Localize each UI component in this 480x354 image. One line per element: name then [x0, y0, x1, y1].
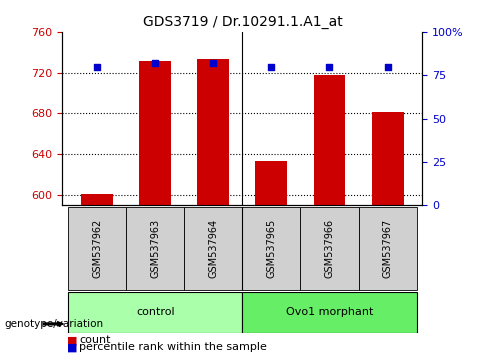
Bar — [68, 207, 126, 290]
Text: GSM537966: GSM537966 — [324, 219, 335, 278]
Text: count: count — [79, 335, 111, 345]
Bar — [68, 292, 242, 333]
Point — [152, 60, 159, 66]
Text: genotype/variation: genotype/variation — [5, 319, 104, 329]
Text: GSM537967: GSM537967 — [383, 219, 393, 278]
Point — [94, 64, 101, 69]
Text: ■: ■ — [67, 335, 78, 345]
Bar — [197, 59, 229, 205]
Bar — [81, 194, 113, 205]
Bar — [242, 207, 300, 290]
Bar — [184, 207, 242, 290]
Title: GDS3719 / Dr.10291.1.A1_at: GDS3719 / Dr.10291.1.A1_at — [143, 16, 342, 29]
Bar — [359, 207, 417, 290]
Text: GSM537963: GSM537963 — [150, 219, 160, 278]
Bar — [242, 292, 417, 333]
Bar — [313, 75, 346, 205]
Text: ■: ■ — [67, 342, 78, 352]
Bar — [255, 161, 288, 205]
Point — [325, 64, 333, 69]
Text: GSM537965: GSM537965 — [266, 219, 276, 278]
Point — [384, 64, 391, 69]
Bar — [126, 207, 184, 290]
Text: control: control — [136, 307, 175, 318]
Bar — [372, 113, 404, 205]
Text: Ovo1 morphant: Ovo1 morphant — [286, 307, 373, 318]
Bar — [300, 207, 359, 290]
Text: GSM537962: GSM537962 — [92, 219, 102, 278]
Point — [210, 60, 217, 66]
Bar — [139, 62, 171, 205]
Point — [267, 64, 275, 69]
Text: percentile rank within the sample: percentile rank within the sample — [79, 342, 267, 352]
Text: GSM537964: GSM537964 — [208, 219, 218, 278]
